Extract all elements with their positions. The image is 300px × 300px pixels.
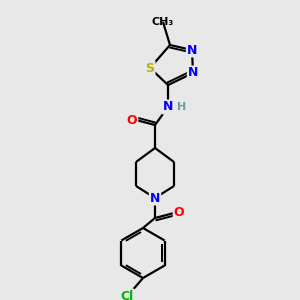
Text: N: N (163, 100, 173, 113)
Text: H: H (177, 102, 187, 112)
Text: Cl: Cl (120, 290, 134, 300)
Text: N: N (187, 44, 197, 56)
Text: S: S (146, 61, 154, 74)
Text: O: O (174, 206, 184, 220)
Text: CH₃: CH₃ (152, 17, 174, 27)
Text: O: O (127, 113, 137, 127)
Text: N: N (188, 67, 198, 80)
Text: N: N (150, 191, 160, 205)
